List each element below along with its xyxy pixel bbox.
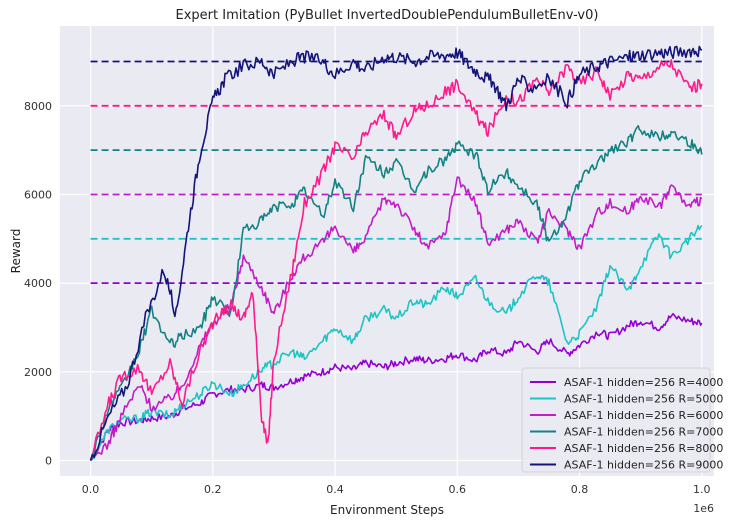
series-line [89,224,703,461]
y-tick-label: 4000 [24,277,52,290]
x-tick-label: 1.0 [693,483,711,496]
legend-label: ASAF-1 hidden=256 R=5000 [564,393,723,406]
series-line [89,45,703,461]
legend-label: ASAF-1 hidden=256 R=6000 [564,409,723,422]
legend-label: ASAF-1 hidden=256 R=7000 [564,426,723,439]
series-line [89,176,703,461]
y-tick-label: 2000 [24,366,52,379]
series-lines [89,45,703,462]
legend-label: ASAF-1 hidden=256 R=8000 [564,442,723,455]
y-tick-label: 8000 [24,100,52,113]
legend: ASAF-1 hidden=256 R=4000 ASAF-1 hidden=25… [521,367,723,473]
x-axis-label: Environment Steps [330,503,444,517]
series-line [89,312,703,461]
y-axis-label: Reward [9,229,23,274]
series-line [89,59,703,461]
x-tick-label: 0.6 [449,483,467,496]
legend-label: ASAF-1 hidden=256 R=9000 [564,459,723,472]
x-axis-multiplier: 1e6 [693,502,714,515]
expert-reference-lines [90,60,702,285]
x-tick-label: 0.8 [571,483,589,496]
series-line [90,124,703,462]
tick-labels: 0.0 0.2 0.4 0.6 0.8 1.0 0 2000 4000 6000 8000 [24,100,711,496]
legend-box [521,367,711,473]
chart-title: Expert Imitation (PyBullet InvertedDoubl… [176,8,599,23]
legend-label: ASAF-1 hidden=256 R=4000 [564,376,723,389]
x-tick-label: 0.2 [204,483,222,496]
y-tick-label: 6000 [24,188,52,201]
x-tick-label: 0.4 [326,483,344,496]
y-tick-label: 0 [45,454,52,467]
x-tick-label: 0.0 [82,483,100,496]
